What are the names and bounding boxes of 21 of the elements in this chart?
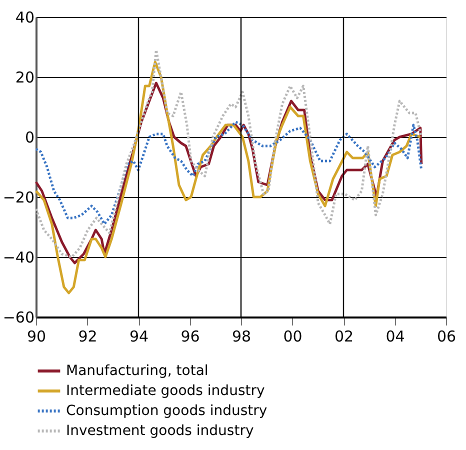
- line-series: [34, 48, 423, 258]
- legend-label: Manufacturing, total: [66, 363, 208, 379]
- legend-label: Consumption goods industry: [66, 403, 268, 419]
- legend-label: Investment goods industry: [66, 423, 254, 439]
- legend-label: Intermediate goods industry: [66, 383, 265, 399]
- x-tick-label: 90: [26, 328, 46, 346]
- y-tick-label: −20: [2, 188, 34, 206]
- x-tick-label: 06: [436, 328, 456, 346]
- x-tick-label: 98: [232, 328, 252, 346]
- x-tick-label: 02: [334, 328, 354, 346]
- y-tick-label: −40: [2, 248, 34, 266]
- x-tick-label: 04: [386, 328, 405, 346]
- x-tick-label: 92: [78, 328, 98, 346]
- y-tick-label: −60: [2, 308, 34, 326]
- x-tick-label: 96: [180, 328, 200, 346]
- y-tick-label: 40: [15, 8, 34, 26]
- x-tick-label: 00: [283, 328, 302, 346]
- y-tick-label: 20: [15, 68, 34, 86]
- line-series: [34, 120, 423, 226]
- x-tick-label: 94: [129, 328, 149, 346]
- y-tick-label: 0: [24, 128, 34, 146]
